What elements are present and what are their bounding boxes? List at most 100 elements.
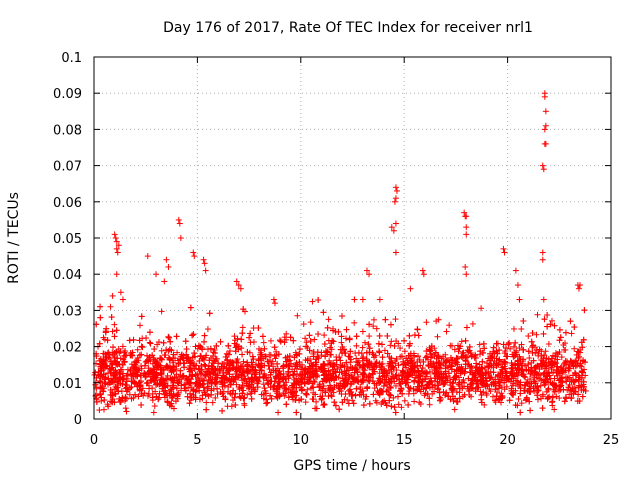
data-point <box>307 338 314 345</box>
data-points <box>91 90 589 416</box>
data-point <box>182 338 189 345</box>
data-point <box>117 289 124 296</box>
y-tick-label: 0.09 <box>53 87 82 102</box>
data-point <box>294 312 301 319</box>
data-point <box>436 394 443 401</box>
data-point <box>275 409 282 416</box>
data-point <box>392 316 399 323</box>
data-point <box>581 307 588 314</box>
data-point <box>424 369 431 376</box>
y-tick-label: 0.1 <box>61 51 82 66</box>
x-tick-label: 10 <box>293 433 310 448</box>
data-point <box>347 359 354 366</box>
data-point <box>128 395 135 402</box>
data-point <box>520 317 527 324</box>
data-point <box>158 371 165 378</box>
data-point <box>264 399 271 406</box>
data-point <box>126 337 133 344</box>
data-point <box>111 321 118 328</box>
data-point <box>241 402 248 409</box>
data-point <box>229 359 236 366</box>
data-point <box>320 309 327 316</box>
data-point <box>376 296 383 303</box>
data-point <box>281 339 288 346</box>
data-point <box>562 329 569 336</box>
data-point <box>164 398 171 405</box>
data-point <box>347 386 354 393</box>
data-point <box>264 358 271 365</box>
data-point <box>114 384 121 391</box>
data-point <box>142 374 149 381</box>
chart-title: Day 176 of 2017, Rate Of TEC Index for r… <box>163 20 533 36</box>
x-tick-label: 15 <box>396 433 413 448</box>
data-point <box>311 379 318 386</box>
x-tick-label: 25 <box>603 433 620 448</box>
y-tick-label: 0.08 <box>53 123 82 138</box>
data-point <box>161 278 168 285</box>
data-point <box>146 385 153 392</box>
data-point <box>152 388 159 395</box>
data-point <box>347 381 354 388</box>
data-point <box>542 122 549 129</box>
data-point <box>231 333 238 340</box>
data-point <box>518 400 525 407</box>
data-point <box>452 373 459 380</box>
data-point <box>440 388 447 395</box>
data-point <box>526 355 533 362</box>
data-point <box>539 405 546 412</box>
data-point <box>240 358 247 365</box>
data-point <box>575 285 582 292</box>
data-point <box>191 350 198 357</box>
data-point <box>337 362 344 369</box>
data-point <box>109 292 116 299</box>
data-point <box>204 326 211 333</box>
data-point <box>270 296 277 303</box>
data-point <box>163 256 170 263</box>
data-point <box>379 360 386 367</box>
data-point <box>446 322 453 329</box>
data-point <box>343 326 350 333</box>
data-point <box>443 373 450 380</box>
data-point <box>391 198 398 205</box>
data-point <box>392 195 399 202</box>
data-point <box>435 354 442 361</box>
data-point <box>578 363 585 370</box>
data-point <box>361 339 368 346</box>
data-point <box>304 357 311 364</box>
data-point <box>111 231 118 238</box>
data-point <box>306 332 313 339</box>
data-point <box>517 390 524 397</box>
data-point <box>191 365 198 372</box>
data-point <box>544 311 551 318</box>
data-point <box>190 331 197 338</box>
data-point <box>528 338 535 345</box>
data-point <box>143 335 150 342</box>
data-point <box>401 348 408 355</box>
data-point <box>435 316 442 323</box>
y-tick-labels: 0 0.01 0.02 0.03 0.04 0.05 0.06 0.07 0.08 0.09 0.1 <box>53 51 82 428</box>
data-point <box>158 355 165 362</box>
x-tick-labels: 0 5 10 15 20 25 <box>90 433 619 448</box>
data-point <box>375 340 382 347</box>
data-point <box>462 337 469 344</box>
data-point <box>423 319 430 326</box>
x-tick-label: 5 <box>193 433 201 448</box>
data-point <box>500 245 507 252</box>
data-point <box>407 285 414 292</box>
data-point <box>418 368 425 375</box>
data-point <box>392 220 399 227</box>
data-point <box>138 401 145 408</box>
data-point <box>209 399 216 406</box>
data-point <box>512 339 519 346</box>
data-point <box>299 387 306 394</box>
data-point <box>414 326 421 333</box>
data-point <box>113 348 120 355</box>
data-point <box>512 267 519 274</box>
data-point <box>378 366 385 373</box>
data-point <box>463 231 470 238</box>
data-point <box>239 324 246 331</box>
data-point <box>379 388 386 395</box>
data-point <box>176 220 183 227</box>
y-tick-label: 0.06 <box>53 196 82 211</box>
data-point <box>290 337 297 344</box>
